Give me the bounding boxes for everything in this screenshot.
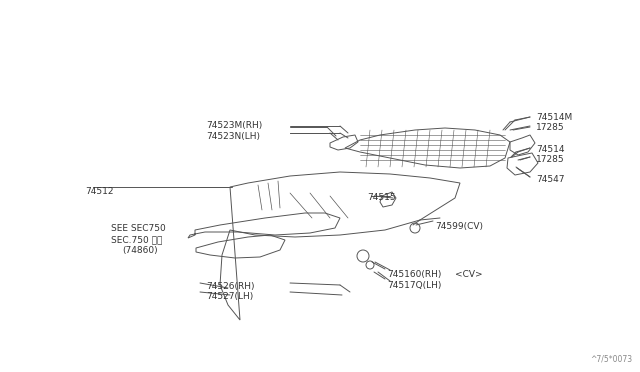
Text: 74523N(LH): 74523N(LH) [206, 132, 260, 141]
Text: 74514: 74514 [536, 145, 564, 154]
Text: (74860): (74860) [122, 246, 157, 255]
Text: 74512: 74512 [85, 187, 113, 196]
Text: 74527(LH): 74527(LH) [206, 292, 253, 301]
Text: ^7/5*0073: ^7/5*0073 [590, 355, 632, 364]
Text: 74515: 74515 [367, 193, 396, 202]
Text: 74517Q(LH): 74517Q(LH) [387, 281, 442, 290]
Text: 74526(RH): 74526(RH) [206, 282, 255, 291]
Text: 74514M: 74514M [536, 113, 572, 122]
Text: 74523M(RH): 74523M(RH) [206, 121, 262, 130]
Text: SEE SEC750: SEE SEC750 [111, 224, 166, 233]
Text: 17285: 17285 [536, 155, 564, 164]
Text: <CV>: <CV> [455, 270, 483, 279]
Text: 17285: 17285 [536, 123, 564, 132]
Text: 74547: 74547 [536, 175, 564, 184]
Text: 745160(RH): 745160(RH) [387, 270, 442, 279]
Text: SEC.750 参照: SEC.750 参照 [111, 235, 163, 244]
Text: 74599(CV): 74599(CV) [435, 222, 483, 231]
